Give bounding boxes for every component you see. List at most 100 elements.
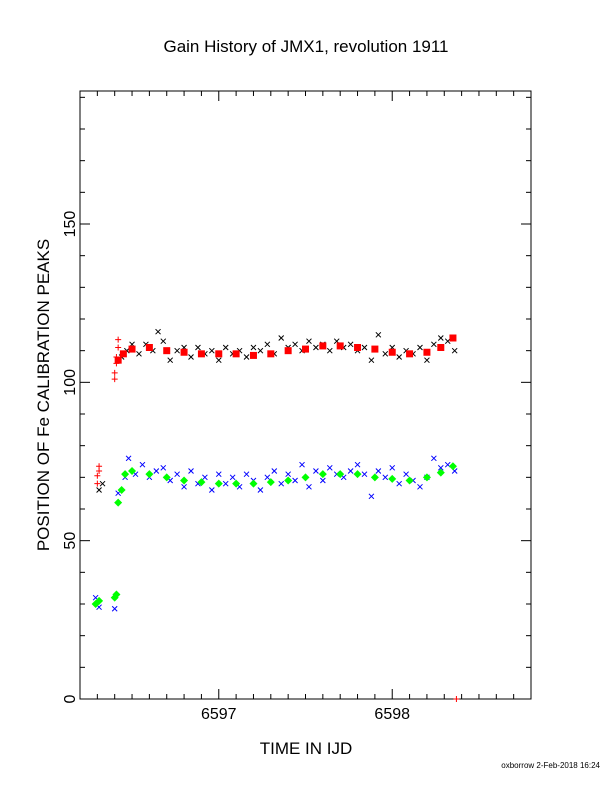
- data-point: [347, 341, 354, 348]
- data-point: [111, 369, 118, 376]
- data-point: [449, 334, 457, 342]
- data-point: [336, 470, 345, 479]
- data-point: [215, 350, 223, 358]
- data-point: [405, 476, 414, 485]
- data-point: [214, 479, 223, 488]
- data-point: [347, 468, 354, 474]
- y-tick-label: 100: [62, 369, 79, 396]
- data-point: [114, 356, 122, 364]
- data-point: [313, 344, 319, 351]
- data-point: [163, 347, 171, 355]
- data-point: [188, 354, 194, 360]
- data-point: [215, 357, 222, 364]
- data-point: [257, 487, 264, 493]
- data-point: [153, 468, 160, 474]
- data-point: [95, 596, 104, 605]
- data-point: [302, 345, 309, 353]
- data-point: [396, 480, 403, 487]
- data-point: [215, 471, 222, 478]
- series-0: [94, 336, 460, 702]
- data-point: [155, 328, 161, 335]
- data-point: [422, 473, 431, 482]
- series-4: [91, 462, 457, 608]
- data-point: [139, 461, 146, 468]
- data-point: [431, 341, 437, 348]
- data-point: [336, 342, 344, 350]
- data-point: [306, 338, 312, 345]
- data-point: [278, 480, 285, 487]
- data-point: [319, 477, 326, 484]
- data-point: [361, 471, 368, 478]
- data-point: [368, 493, 375, 500]
- data-point: [145, 344, 153, 351]
- data-point: [250, 344, 257, 351]
- data-point: [128, 467, 137, 475]
- data-point: [306, 483, 312, 490]
- data-point: [94, 480, 101, 487]
- y-tick-label: 150: [62, 211, 79, 238]
- axis-ticks: [79, 91, 532, 700]
- data-point: [222, 480, 229, 487]
- data-point: [125, 455, 132, 462]
- data-point: [319, 342, 327, 350]
- data-point: [354, 461, 361, 468]
- x-tick-label: 6597: [201, 706, 237, 723]
- data-point: [299, 461, 305, 468]
- data-point: [115, 336, 122, 343]
- data-point: [249, 479, 258, 488]
- data-point: [284, 476, 293, 485]
- data-point: [375, 468, 382, 474]
- y-axis-label: POSITION OF Fe CALIBRATION PEAKS: [34, 239, 53, 551]
- data-point: [371, 345, 379, 353]
- data-point: [195, 344, 201, 351]
- data-point: [229, 474, 236, 481]
- data-point: [382, 350, 389, 357]
- data-point: [389, 464, 396, 471]
- data-point: [353, 470, 362, 479]
- x-tick-label: 6598: [374, 706, 410, 723]
- data-point: [208, 347, 215, 354]
- data-point: [111, 376, 118, 383]
- data-point: [202, 474, 208, 481]
- data-point: [318, 470, 327, 479]
- data-point: [444, 338, 451, 345]
- data-point: [96, 487, 102, 493]
- y-tick-label: 0: [62, 694, 79, 703]
- data-point: [128, 345, 136, 353]
- data-point: [301, 473, 310, 482]
- data-point: [222, 344, 229, 351]
- data-point: [437, 344, 445, 351]
- plot-frame: [79, 90, 532, 700]
- data-point: [368, 357, 375, 364]
- footer-credit: oxborrow 2-Feb-2018 16:24: [501, 761, 600, 770]
- data-point: [448, 462, 457, 471]
- data-point: [257, 347, 264, 354]
- data-point: [111, 605, 118, 612]
- axis-tick-labels: 0 50 100 150 6597 6598: [62, 211, 410, 723]
- data-point: [382, 474, 389, 481]
- data-point: [121, 470, 130, 479]
- data-point: [431, 455, 437, 462]
- data-point: [264, 341, 271, 348]
- data-point: [136, 350, 142, 357]
- data-point: [232, 350, 240, 358]
- data-point: [417, 344, 423, 351]
- data-point: [96, 463, 103, 470]
- x-axis-label: TIME IN IJD: [260, 739, 353, 758]
- data-point: [197, 350, 205, 358]
- data-point: [99, 480, 106, 487]
- data-point: [114, 498, 123, 507]
- data-point: [266, 478, 275, 487]
- data-point: [119, 350, 127, 358]
- data-point: [417, 483, 423, 490]
- data-point: [197, 478, 206, 487]
- y-tick-label: 50: [62, 532, 79, 550]
- data-point: [326, 464, 333, 471]
- data-point: [403, 471, 409, 478]
- data-point: [406, 350, 414, 358]
- data-point: [267, 350, 275, 358]
- data-point: [208, 487, 215, 493]
- data-point: [249, 351, 257, 359]
- data-point: [188, 468, 194, 474]
